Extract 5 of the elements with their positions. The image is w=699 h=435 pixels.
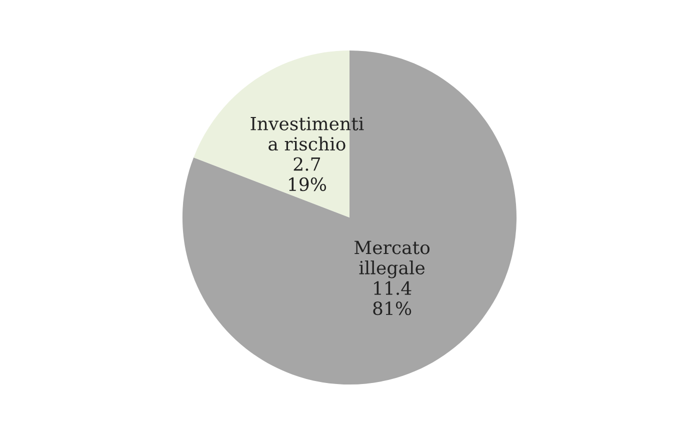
slice-label: Mercato illegale <box>354 240 430 278</box>
pie-slice <box>182 50 517 385</box>
data-label: 2.7 19% <box>289 157 326 192</box>
data-label: 11.4 81% <box>373 281 412 316</box>
slice-label: Investimenti a rischio <box>250 116 364 151</box>
